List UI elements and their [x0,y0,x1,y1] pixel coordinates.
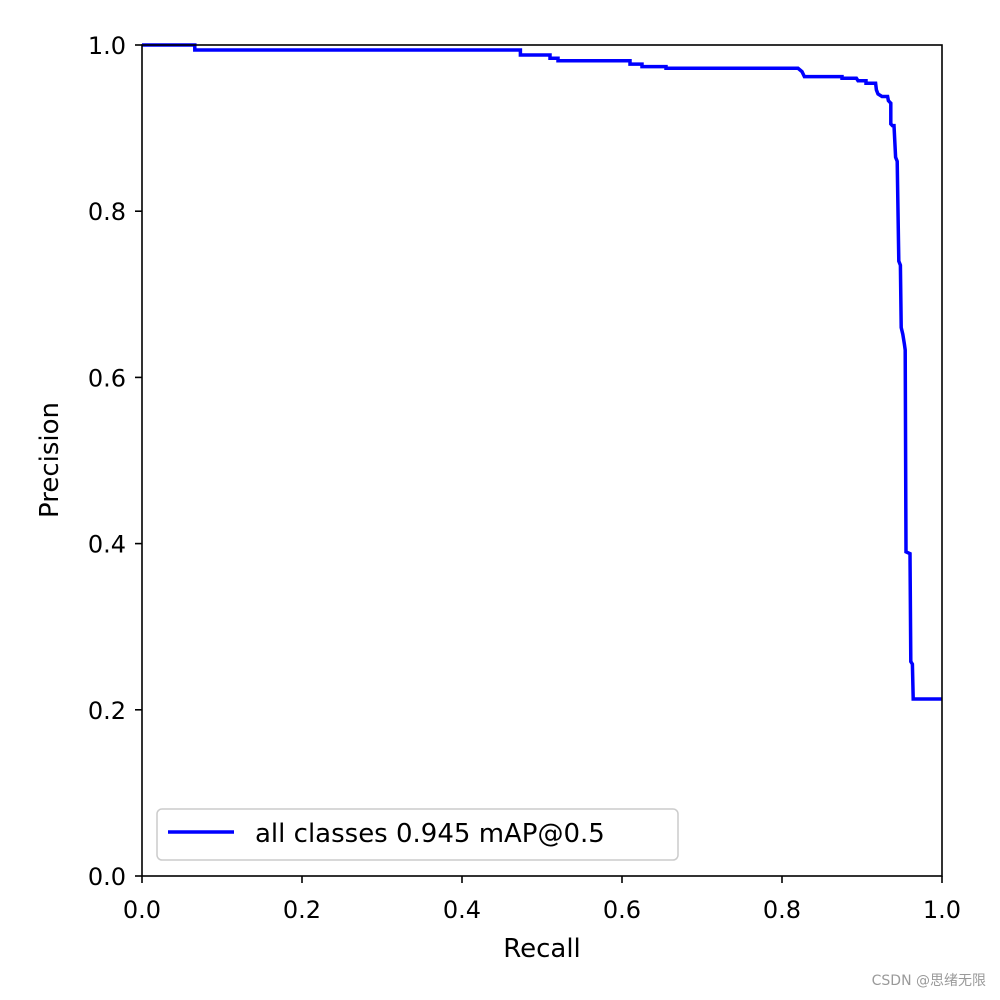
y-axis-label: Precision [35,402,65,518]
watermark: CSDN @思绪无限 [871,973,986,989]
y-axis-ticks: 0.0 0.2 0.4 0.6 0.8 1.0 [88,32,142,891]
x-tick-label: 0.0 [123,896,161,924]
y-tick-label: 1.0 [88,32,126,60]
x-tick-label: 0.2 [283,896,321,924]
x-tick-label: 0.8 [763,896,801,924]
series-layer [142,43,942,701]
y-tick-label: 0.6 [88,364,126,392]
legend: all classes 0.945 mAP@0.5 [156,808,679,861]
plot-frame [141,44,943,877]
series-line-all-classes [142,43,942,701]
x-tick-label: 0.6 [603,896,641,924]
plot-background [142,45,942,876]
x-tick-label: 1.0 [923,896,961,924]
legend-box [156,808,679,861]
x-axis-ticks: 0.0 0.2 0.4 0.6 0.8 1.0 [123,876,961,924]
x-tick-label: 0.4 [443,896,481,924]
x-axis-label: Recall [503,934,581,964]
y-tick-label: 0.0 [88,863,126,891]
y-tick-label: 0.4 [88,531,126,559]
legend-entry-label: all classes 0.945 mAP@0.5 [255,819,605,849]
y-tick-label: 0.8 [88,198,126,226]
y-tick-label: 0.2 [88,697,126,725]
